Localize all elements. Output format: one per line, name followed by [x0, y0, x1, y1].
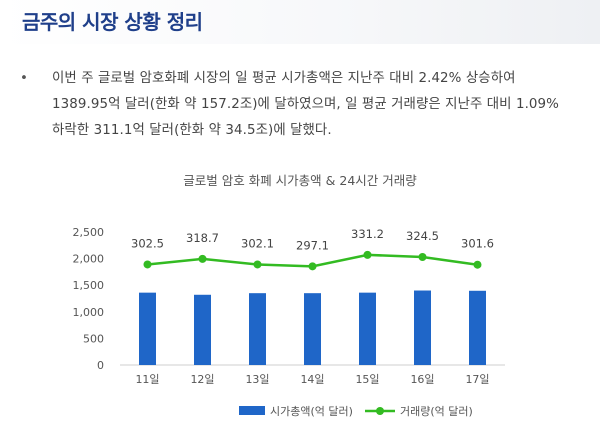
volume-point — [143, 260, 152, 269]
volume-point — [363, 250, 372, 259]
volume-point — [198, 254, 207, 263]
bar-17일 — [469, 290, 486, 365]
x-tick-label: 15일 — [355, 372, 379, 386]
volume-data-label: 301.6 — [461, 237, 494, 251]
volume-data-label: 302.1 — [241, 236, 274, 250]
bullet-dot: • — [20, 71, 28, 86]
bar-12일 — [194, 294, 211, 365]
volume-point — [253, 260, 262, 269]
x-tick-label: 16일 — [410, 372, 434, 386]
summary-line-1: 이번 주 글로벌 암호화폐 시장의 일 평균 시가총액은 지난주 대비 2.42… — [52, 71, 516, 86]
bar-11일 — [139, 292, 156, 365]
legend-bar-swatch — [239, 406, 265, 415]
bar-13일 — [249, 293, 266, 365]
volume-data-label: 297.1 — [296, 238, 329, 252]
chart-title: 글로벌 암호 화폐 시가총액 & 24시간 거래량 — [183, 173, 417, 188]
volume-data-label: 318.7 — [186, 231, 219, 245]
summary-line-2: 1389.95억 달러(한화 약 157.2조)에 달하였으며, 일 평균 거래… — [52, 97, 559, 112]
volume-point — [473, 260, 482, 269]
bar-14일 — [304, 293, 321, 365]
x-tick-label: 17일 — [465, 372, 489, 386]
legend-line-marker — [376, 407, 384, 415]
y-tick-label: 2,500 — [73, 226, 105, 239]
volume-point — [418, 253, 427, 262]
header-bar — [0, 0, 600, 44]
y-tick-label: 500 — [83, 332, 104, 345]
x-tick-label: 11일 — [135, 372, 159, 386]
bar-15일 — [359, 292, 376, 365]
bar-16일 — [414, 290, 431, 365]
y-tick-label: 1,500 — [73, 279, 105, 292]
volume-data-label: 331.2 — [351, 227, 384, 241]
y-tick-label: 1,000 — [73, 306, 105, 319]
x-tick-label: 12일 — [190, 372, 214, 386]
volume-point — [308, 262, 317, 271]
summary-text: 이번 주 글로벌 암호화폐 시장의 일 평균 시가총액은 지난주 대비 2.42… — [52, 66, 592, 144]
legend-line-label: 거래량(억 달러) — [400, 405, 473, 418]
volume-data-label: 324.5 — [406, 229, 439, 243]
y-tick-label: 0 — [97, 359, 104, 372]
volume-data-label: 302.5 — [131, 236, 164, 250]
summary-line-3: 하락한 311.1억 달러(한화 약 34.5조)에 달했다. — [52, 123, 332, 138]
page-title: 금주의 시장 상황 정리 — [22, 10, 203, 34]
x-tick-label: 14일 — [300, 372, 324, 386]
x-tick-label: 13일 — [245, 372, 269, 386]
y-tick-label: 2,000 — [73, 253, 105, 266]
legend-bar-label: 시가총액(억 달러) — [270, 405, 353, 418]
